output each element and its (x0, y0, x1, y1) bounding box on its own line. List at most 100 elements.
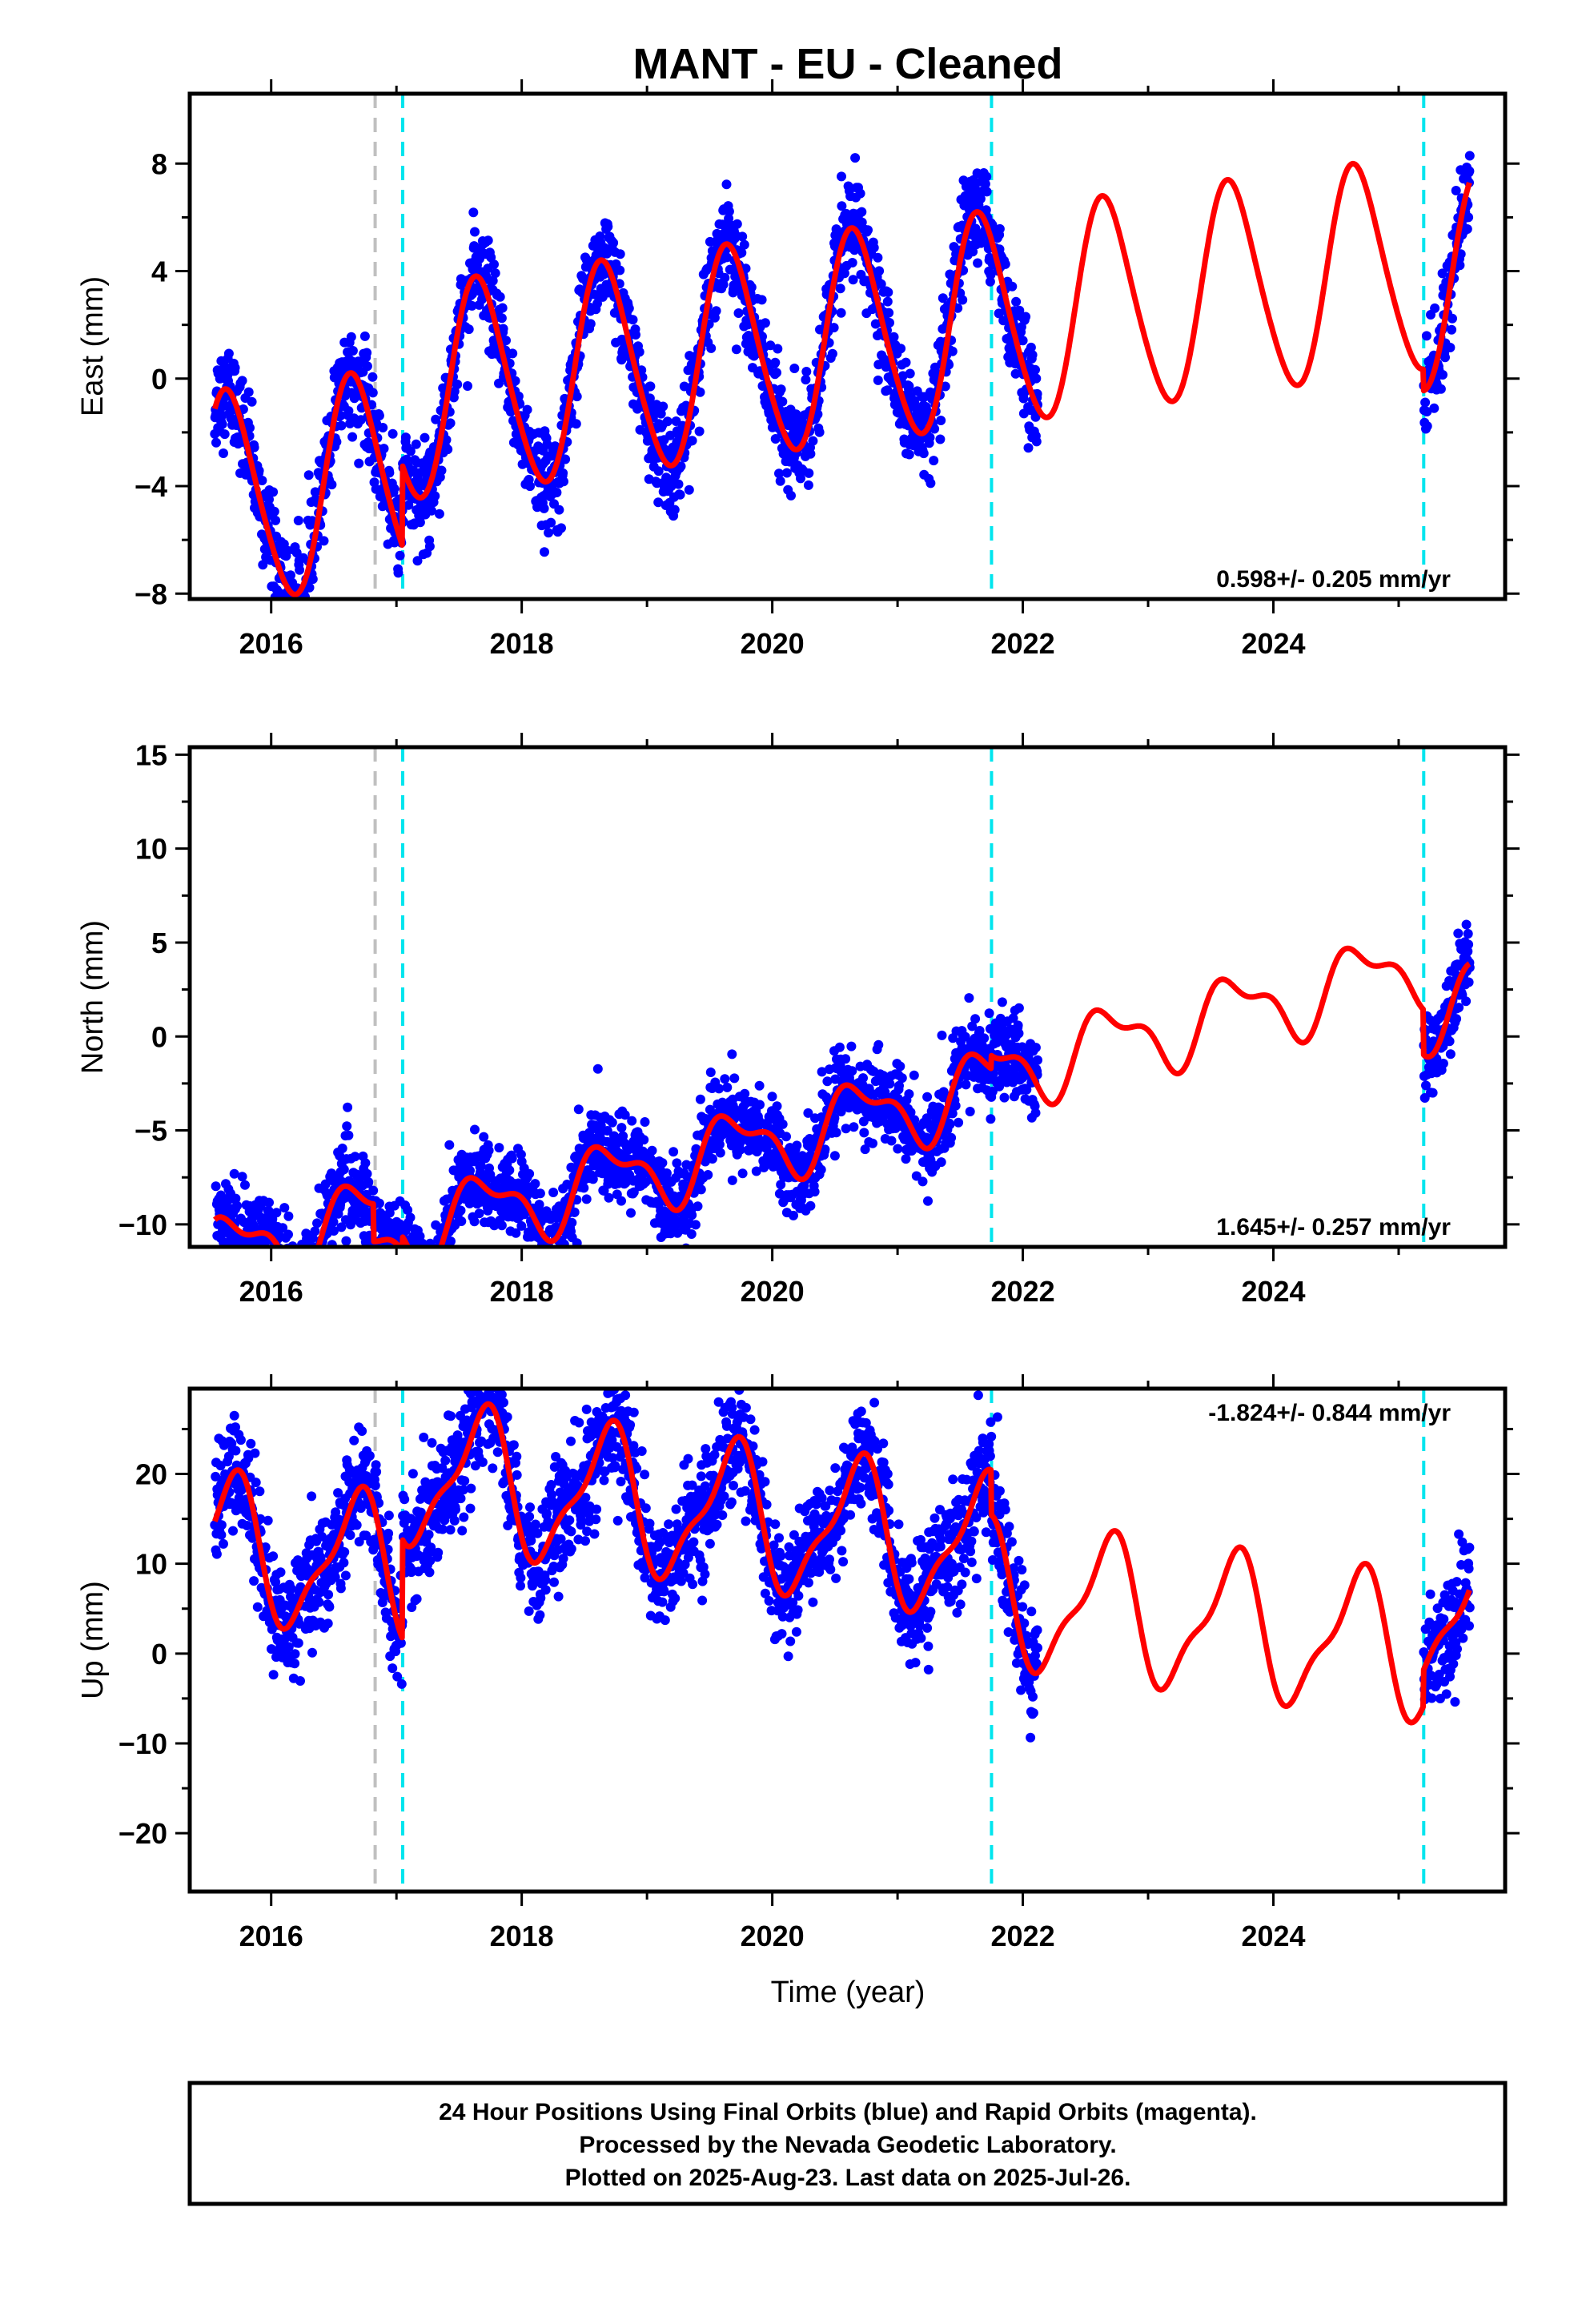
data-point (223, 348, 234, 359)
data-point (417, 1272, 427, 1281)
data-point (408, 1257, 417, 1267)
data-point (400, 432, 411, 443)
data-point (616, 1123, 627, 1133)
data-point (464, 324, 474, 335)
data-point (737, 247, 747, 258)
data-point (938, 293, 948, 304)
data-point (299, 1314, 309, 1324)
data-point (384, 468, 395, 478)
data-point (285, 1250, 295, 1260)
x-tick-label: 2016 (239, 1275, 303, 1308)
data-point (546, 517, 556, 528)
data-point (295, 608, 305, 617)
data-point (278, 1223, 288, 1233)
data-point (524, 1248, 533, 1258)
data-point (343, 1130, 354, 1140)
data-point (846, 1041, 857, 1051)
data-point (374, 1198, 384, 1208)
data-point (445, 418, 456, 428)
data-point (292, 1266, 302, 1276)
data-point (994, 223, 1005, 234)
data-point (805, 1200, 816, 1211)
data-point (1438, 1059, 1448, 1068)
data-point (306, 1295, 315, 1305)
data-point (693, 1201, 703, 1212)
data-point (367, 388, 378, 398)
data-point (420, 1278, 429, 1288)
data-point (418, 1278, 428, 1288)
data-point (474, 1208, 484, 1219)
data-point (291, 605, 301, 615)
data-point (1421, 331, 1431, 341)
data-point (412, 556, 423, 566)
x-tick-label: 2020 (741, 627, 805, 660)
data-point (420, 1248, 430, 1257)
data-point (293, 608, 303, 617)
data-point (559, 476, 568, 487)
data-point (422, 1270, 432, 1280)
data-point (511, 1228, 521, 1238)
data-point (392, 1277, 402, 1286)
data-point (837, 201, 847, 211)
data-point (539, 1256, 548, 1266)
data-point (414, 1258, 424, 1268)
x-tick-label: 2022 (991, 627, 1055, 660)
data-point (573, 1104, 584, 1115)
data-point (1447, 313, 1457, 324)
data-point (302, 604, 311, 613)
data-point (336, 1222, 347, 1232)
data-point (973, 258, 983, 268)
data-point (616, 1196, 626, 1206)
data-point (385, 1253, 395, 1263)
data-point (516, 1220, 527, 1231)
data-point (543, 1261, 552, 1270)
data-point (986, 270, 996, 280)
data-point (283, 1256, 293, 1266)
data-point (495, 292, 505, 302)
data-point (694, 426, 705, 436)
data-point (315, 1254, 324, 1264)
data-point (981, 205, 991, 215)
data-point (530, 1179, 540, 1189)
data-point (1033, 1055, 1042, 1065)
data-point (393, 568, 404, 578)
data-point (616, 355, 627, 365)
data-point (796, 473, 805, 484)
data-point (362, 1168, 372, 1179)
data-point (251, 1478, 261, 1488)
data-point (304, 1277, 314, 1286)
data-point (310, 1226, 320, 1236)
data-point (1445, 343, 1456, 352)
data-point (720, 1074, 730, 1084)
data-point (729, 1073, 740, 1084)
data-point (403, 1205, 413, 1215)
data-point (443, 444, 453, 455)
data-point (1444, 1036, 1455, 1047)
data-point (1461, 919, 1472, 930)
data-point (572, 392, 582, 402)
data-point (897, 1073, 907, 1084)
data-point (285, 1256, 295, 1265)
data-point (705, 1068, 716, 1077)
data-point (539, 503, 549, 513)
data-point (276, 1250, 286, 1260)
data-point (415, 1281, 424, 1291)
data-point (567, 1217, 577, 1228)
data-point (918, 448, 929, 459)
data-point (275, 1263, 285, 1273)
data-point (239, 1252, 248, 1261)
data-point (1026, 342, 1036, 352)
data-point (354, 458, 364, 468)
data-point (882, 296, 893, 307)
data-point (424, 1279, 433, 1289)
data-point (426, 1296, 436, 1305)
data-point (496, 313, 507, 324)
data-point (293, 1638, 303, 1648)
data-point (772, 1101, 782, 1112)
data-points (210, 1389, 1475, 1743)
data-point (1452, 1014, 1462, 1024)
data-point (433, 1265, 443, 1275)
data-point (417, 1238, 428, 1247)
data-point (264, 1197, 274, 1208)
